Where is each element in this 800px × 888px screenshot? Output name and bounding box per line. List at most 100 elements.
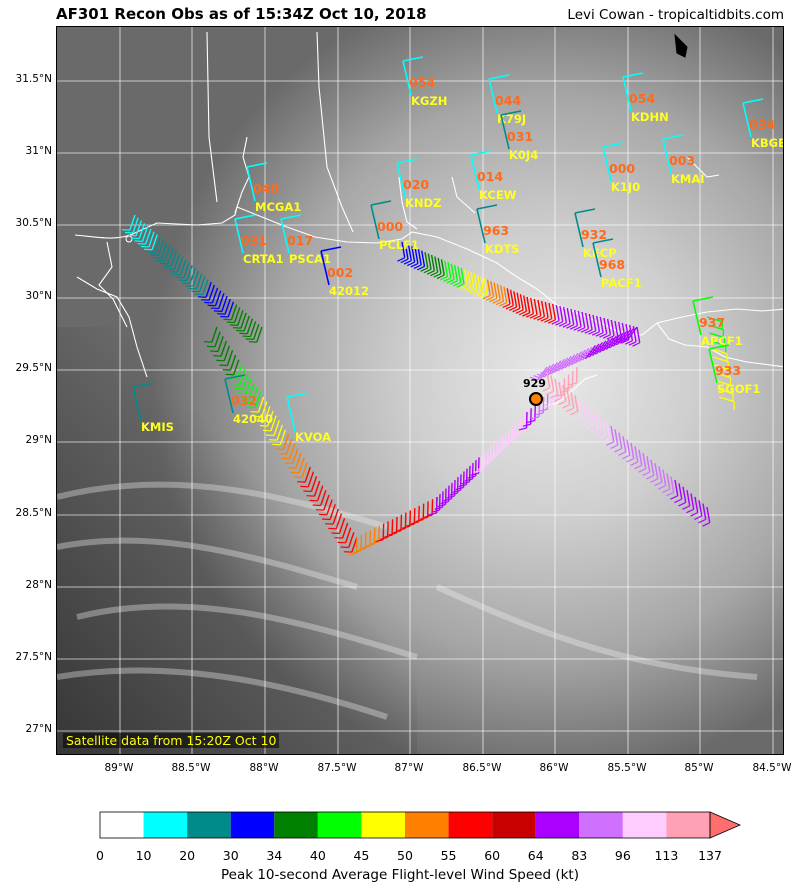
colorbar-cell bbox=[535, 812, 580, 838]
wind-barb bbox=[566, 308, 575, 329]
wind-barb bbox=[542, 371, 551, 392]
wind-barb bbox=[300, 471, 315, 488]
wind-barb bbox=[357, 532, 367, 552]
wind-barb bbox=[546, 375, 555, 396]
wind-barb bbox=[207, 290, 222, 307]
wind-barb bbox=[588, 314, 597, 335]
wind-barb bbox=[247, 392, 262, 409]
wind-barb bbox=[694, 500, 703, 520]
wind-barb bbox=[540, 301, 549, 322]
station-id: KMAI bbox=[671, 172, 705, 186]
wind-barb bbox=[476, 276, 485, 297]
wind-barb bbox=[216, 345, 231, 362]
lon-tick-label: 85°W bbox=[684, 762, 714, 774]
wind-barb bbox=[397, 241, 406, 262]
colorbar-cell bbox=[448, 812, 493, 838]
colorbar-cell bbox=[274, 812, 318, 838]
wind-barb bbox=[453, 266, 462, 287]
map-svg: 054 KGZH 044 K79J 031 K0J4 054 KDHN 034 KBGE 003 KM… bbox=[57, 27, 783, 754]
wind-barb bbox=[499, 286, 508, 307]
wind-barb bbox=[658, 469, 667, 490]
lon-tick-label: 84.5°W bbox=[752, 762, 792, 774]
station-id: KECP bbox=[583, 246, 617, 260]
station-kmis: KMIS bbox=[132, 382, 174, 434]
station-id: KDHN bbox=[631, 110, 669, 124]
station-id: CRTA1 bbox=[243, 252, 284, 266]
wind-barb bbox=[662, 473, 671, 493]
wind-barb bbox=[245, 323, 260, 340]
station-k0j4: 031 K0J4 bbox=[500, 110, 538, 162]
wind-barb bbox=[586, 409, 595, 429]
wind-barb bbox=[577, 311, 586, 332]
wind-barb bbox=[153, 242, 168, 259]
wind-barb bbox=[220, 301, 235, 318]
wind-barb bbox=[482, 279, 491, 300]
station-value: 968 bbox=[599, 257, 625, 272]
wind-barb bbox=[222, 354, 237, 371]
wind-barb bbox=[403, 244, 412, 265]
station-sgof1: 933 SGOF1 bbox=[708, 344, 760, 396]
wind-barb bbox=[366, 528, 376, 547]
wind-barb bbox=[712, 356, 729, 370]
station-kgzh: 054 KGZH bbox=[402, 56, 447, 108]
wind-barb bbox=[459, 269, 468, 290]
station-value: 040 bbox=[253, 181, 279, 196]
wind-barb bbox=[707, 324, 725, 338]
wind-barb bbox=[234, 373, 249, 390]
station-id: PACF1 bbox=[601, 276, 642, 290]
wind-barb bbox=[401, 510, 412, 529]
lon-tick-label: 87°W bbox=[394, 762, 424, 774]
wind-barb bbox=[562, 388, 571, 409]
wind-barb bbox=[201, 284, 216, 301]
station-id: KGZH bbox=[411, 94, 447, 108]
wind-barb bbox=[384, 519, 394, 538]
wind-barb bbox=[505, 289, 514, 310]
colorbar-cell bbox=[317, 812, 362, 838]
wind-barb bbox=[702, 506, 711, 527]
wind-barb bbox=[231, 368, 246, 385]
wind-barb bbox=[334, 522, 349, 539]
wind-barb bbox=[225, 359, 240, 376]
station-value: 020 bbox=[403, 177, 429, 192]
wind-barb bbox=[492, 283, 501, 304]
wind-barb bbox=[638, 452, 647, 473]
wind-barb bbox=[322, 504, 336, 521]
colorbar-cell bbox=[666, 812, 710, 838]
wind-barb bbox=[217, 298, 231, 315]
wind-barb bbox=[144, 234, 158, 251]
wind-barb bbox=[185, 270, 200, 287]
wind-barb bbox=[463, 270, 472, 291]
wind-barb bbox=[159, 248, 174, 265]
lat-tick-label: 30.5°N bbox=[15, 217, 52, 229]
wind-barb bbox=[393, 514, 403, 534]
lon-tick-label: 89°W bbox=[104, 762, 134, 774]
wind-barb bbox=[650, 463, 659, 483]
colorbar-extension bbox=[709, 811, 742, 839]
wind-barb bbox=[456, 267, 465, 288]
wind-barb bbox=[210, 293, 225, 310]
wind-barb bbox=[410, 247, 419, 268]
colorbar-tick-label: 137 bbox=[698, 848, 722, 863]
wind-barb bbox=[536, 300, 546, 321]
center-pressure-label: 929 bbox=[523, 377, 546, 390]
wind-barb bbox=[156, 245, 171, 262]
wind-barb bbox=[269, 424, 283, 441]
wind-barb bbox=[370, 525, 380, 545]
lat-tick-label: 31.5°N bbox=[15, 73, 52, 85]
wind-barb bbox=[709, 332, 726, 346]
wind-barb bbox=[554, 382, 563, 402]
wind-barb bbox=[555, 305, 564, 326]
wind-barb bbox=[426, 254, 436, 275]
wind-barb bbox=[281, 443, 296, 460]
wind-barb bbox=[622, 439, 631, 460]
station-value: 933 bbox=[715, 363, 741, 378]
wind-barb bbox=[529, 366, 548, 381]
station-value: 034 bbox=[749, 117, 775, 132]
lat-tick-label: 30°N bbox=[25, 290, 52, 302]
wind-barb bbox=[239, 318, 254, 335]
wind-barb bbox=[544, 302, 553, 323]
wind-barb bbox=[140, 231, 155, 248]
station-id: KNDZ bbox=[405, 196, 441, 210]
station-kndz: 020 KNDZ bbox=[396, 158, 441, 210]
station-value: 044 bbox=[495, 93, 521, 108]
